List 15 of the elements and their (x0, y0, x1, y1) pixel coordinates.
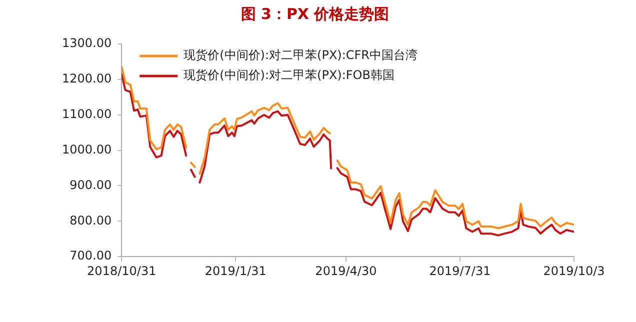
y-tick-label: 1000.00 (62, 142, 112, 156)
y-tick-label: 800.00 (70, 213, 112, 228)
x-tick-label: 2019/1/31 (204, 264, 266, 278)
x-tick-label: 2019/7/31 (429, 264, 491, 278)
x-tick-label: 2019/10/3 (543, 264, 605, 278)
x-tick-label: 2018/10/31 (87, 264, 156, 278)
legend-label: 现货价(中间价):对二甲苯(PX):CFR中国台湾 (184, 48, 418, 62)
y-tick-label: 1200.00 (62, 72, 112, 86)
x-tick-label: 2019/4/30 (315, 264, 377, 278)
y-tick-label: 900.00 (70, 178, 112, 192)
y-tick-label: 1100.00 (62, 106, 112, 121)
legend-label: 现货价(中间价):对二甲苯(PX):FOB韩国 (184, 68, 394, 82)
chart-title: 图 3：PX 价格走势图 (240, 4, 390, 23)
y-tick-label: 700.00 (70, 248, 112, 263)
y-tick-label: 1300.00 (62, 36, 112, 50)
